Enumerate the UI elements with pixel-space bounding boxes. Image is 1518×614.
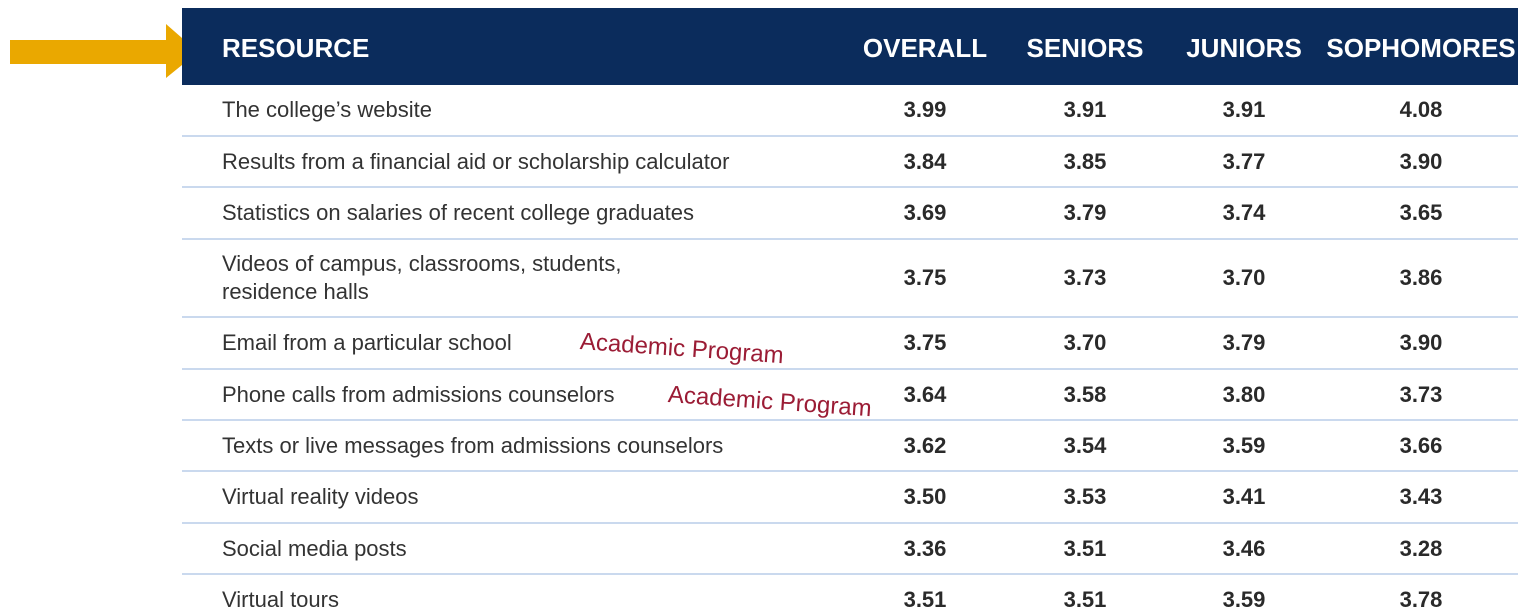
value-cell: 3.90 — [1399, 330, 1443, 355]
header-cell: OVERALL — [862, 33, 988, 63]
table-row: Email from a particular school 3.75 3.70 3.… — [182, 318, 1518, 370]
table-row: Virtual tours 3.51 3.51 3.59 3.78 — [182, 575, 1518, 614]
value-cell: 3.84 — [903, 148, 947, 174]
header-cell: JUNIORS — [1186, 33, 1302, 63]
value-cell: 3.90 — [1399, 148, 1443, 174]
value-cell: 3.79 — [1222, 330, 1266, 355]
resource-cell: The college’s website — [222, 97, 432, 122]
resource-cell: Texts or live messages from admissions c… — [222, 432, 724, 458]
resource-cell: Virtual tours — [222, 586, 339, 612]
arrow-icon — [10, 24, 198, 78]
resource-cell: Videos of campus, classrooms, students, … — [222, 251, 622, 304]
value-cell: 3.51 — [903, 586, 947, 612]
value-cell: 3.69 — [903, 200, 947, 225]
value-cell: 3.53 — [1063, 484, 1107, 509]
value-cell: 3.43 — [1399, 484, 1443, 509]
value-cell: 3.99 — [903, 97, 947, 122]
value-cell: 3.79 — [1063, 200, 1107, 225]
value-cell: 3.70 — [1222, 265, 1266, 290]
table-row: Texts or live messages from admissions c… — [182, 421, 1518, 472]
value-cell: 3.59 — [1222, 586, 1266, 612]
header-cell: SENIORS — [1026, 33, 1144, 63]
table-row: Videos of campus, classrooms, students, … — [182, 240, 1518, 318]
value-cell: 3.78 — [1399, 586, 1443, 612]
value-cell: 3.75 — [903, 330, 947, 355]
value-cell: 3.91 — [1222, 97, 1266, 122]
value-cell: 3.85 — [1063, 148, 1107, 174]
value-cell: 3.91 — [1063, 97, 1107, 122]
resource-cell: Results from a financial aid or scholars… — [222, 148, 730, 174]
value-cell: 3.65 — [1399, 200, 1443, 225]
value-cell: 3.86 — [1399, 265, 1443, 290]
value-cell: 3.70 — [1063, 330, 1107, 355]
value-cell: 3.51 — [1063, 586, 1107, 612]
resource-cell: Social media posts — [222, 535, 407, 561]
value-cell: 3.62 — [903, 432, 947, 458]
value-cell: 3.59 — [1222, 432, 1266, 458]
value-cell: 3.73 — [1063, 265, 1107, 290]
table-row: Social media posts 3.36 3.51 3.46 3.28 — [182, 524, 1518, 575]
value-cell: 3.54 — [1063, 432, 1107, 458]
value-cell: 3.77 — [1222, 148, 1266, 174]
resource-cell: Statistics on salaries of recent college… — [222, 200, 695, 225]
value-cell: 3.66 — [1399, 432, 1443, 458]
value-cell: 3.74 — [1222, 200, 1266, 225]
value-cell: 3.80 — [1222, 381, 1266, 407]
resource-cell: Phone calls from admissions counselors — [222, 381, 615, 407]
value-cell: 3.75 — [903, 265, 947, 290]
table-row: Results from a financial aid or scholars… — [182, 137, 1518, 188]
value-cell: 3.73 — [1399, 381, 1443, 407]
table-row: Statistics on salaries of recent college… — [182, 188, 1518, 240]
value-cell: 3.58 — [1063, 381, 1107, 407]
value-cell: 3.64 — [903, 381, 947, 407]
resource-cell: Virtual reality videos — [222, 484, 419, 509]
table-row: The college’s website 3.99 3.91 3.91 4.08 — [182, 85, 1518, 137]
table-row: Virtual reality videos 3.50 3.53 3.41 3.43 — [182, 472, 1518, 524]
value-cell: 4.08 — [1399, 97, 1443, 122]
value-cell: 3.28 — [1399, 535, 1443, 561]
value-cell: 3.50 — [903, 484, 947, 509]
table-header — [182, 8, 1518, 85]
value-cell: 3.46 — [1222, 535, 1266, 561]
resource-cell: Email from a particular school — [222, 330, 512, 355]
header-cell: SOPHOMORES — [1326, 33, 1516, 63]
value-cell: 3.51 — [1063, 535, 1107, 561]
value-cell: 3.41 — [1222, 484, 1266, 509]
header-cell: RESOURCE — [222, 33, 370, 63]
table-row: Phone calls from admissions counselors 3.… — [182, 370, 1518, 421]
value-cell: 3.36 — [903, 535, 947, 561]
